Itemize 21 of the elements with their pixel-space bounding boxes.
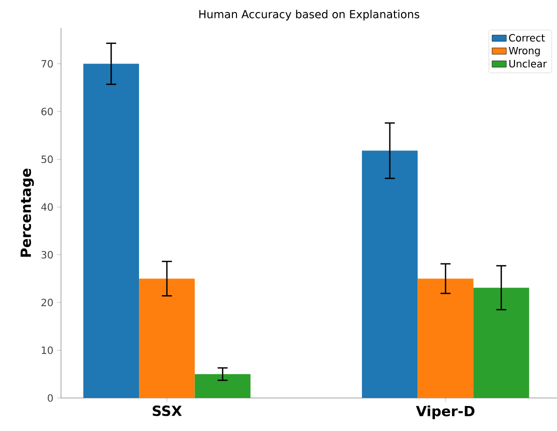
y-tick-label: 10 bbox=[42, 346, 53, 354]
y-tick-label: 60 bbox=[41, 108, 53, 116]
legend-label: Wrong bbox=[508, 46, 540, 56]
bar bbox=[418, 278, 474, 398]
x-tick-label: Viper-D bbox=[416, 406, 474, 420]
y-tick-label: 50 bbox=[42, 155, 53, 164]
bar bbox=[83, 64, 140, 398]
y-tick-label: 30 bbox=[42, 250, 53, 259]
y-tick-label: 40 bbox=[41, 203, 53, 211]
legend-label: Correct bbox=[509, 34, 545, 42]
bar bbox=[362, 150, 418, 398]
bar bbox=[473, 288, 530, 398]
y-tick-label: 0 bbox=[48, 394, 53, 402]
bar bbox=[139, 278, 195, 398]
x-tick-label: SSX bbox=[152, 406, 182, 416]
chart-title: Human Accuracy based on Explanations bbox=[199, 10, 420, 20]
y-tick-label: 20 bbox=[41, 298, 53, 306]
legend-label: Unclear bbox=[509, 60, 547, 68]
bar bbox=[194, 374, 250, 398]
y-tick-label: 70 bbox=[42, 60, 53, 68]
y-axis-title: Percentage bbox=[20, 168, 34, 257]
